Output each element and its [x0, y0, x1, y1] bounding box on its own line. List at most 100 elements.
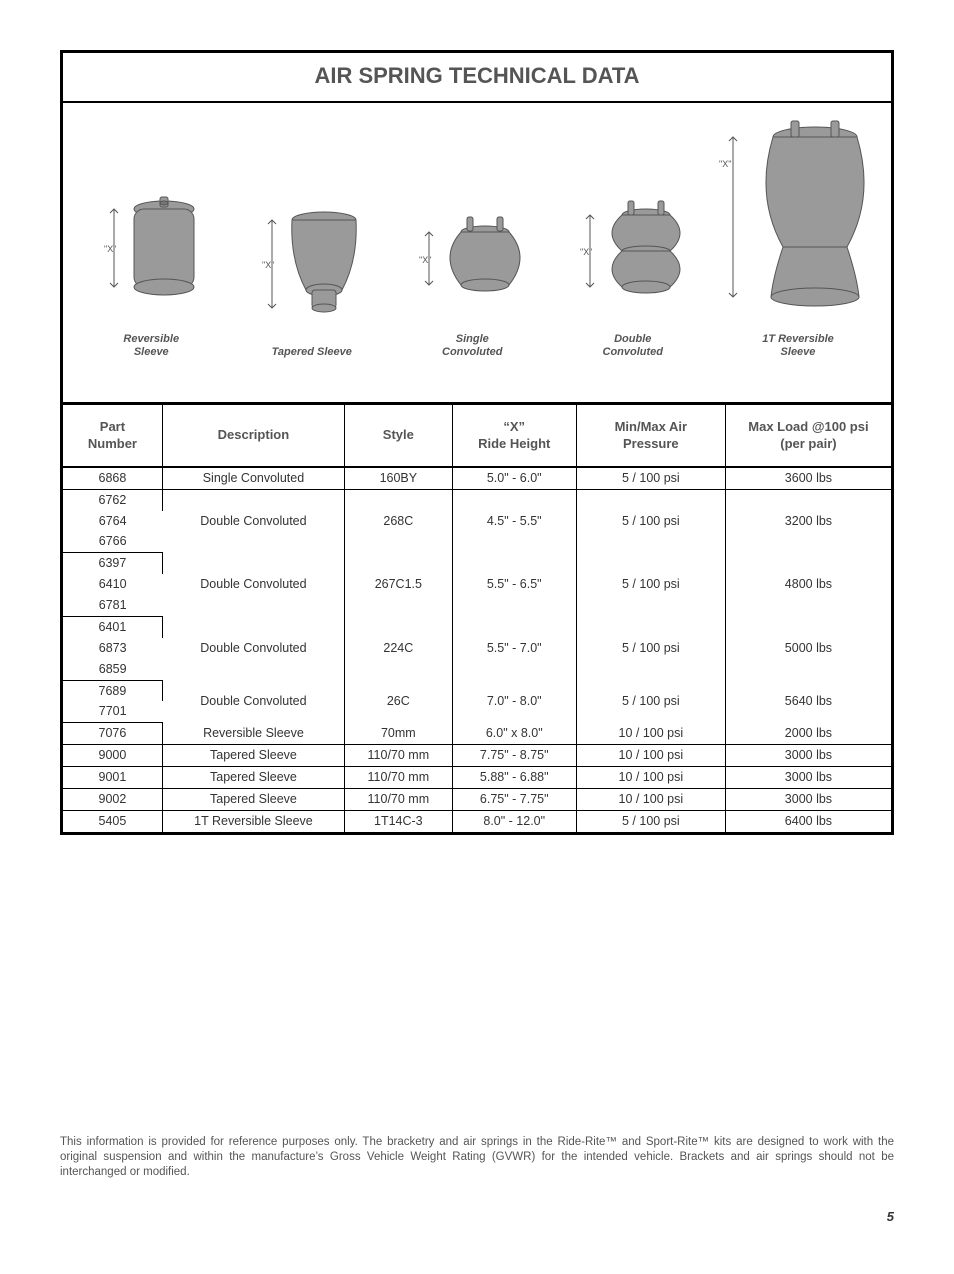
cell-ride: 5.5" - 7.0"	[452, 616, 576, 680]
cell-ride: 5.88" - 6.88"	[452, 767, 576, 789]
cell-pressure: 5 / 100 psi	[576, 680, 725, 723]
cell-part-number: 9000	[63, 745, 162, 767]
cell-style: 268C	[345, 489, 453, 553]
1t-reversible-sleeve-icon: "X"	[713, 117, 883, 327]
cell-load: 3200 lbs	[725, 489, 891, 553]
x-dimension-label: "X"	[719, 159, 731, 169]
cell-pressure: 10 / 100 psi	[576, 723, 725, 745]
cell-part-number: 6859	[63, 659, 162, 680]
table-row: 6868Single Convoluted160BY5.0" - 6.0"5 /…	[63, 467, 891, 489]
diagram-label: Tapered Sleeve	[272, 346, 352, 359]
cell-ride: 5.0" - 6.0"	[452, 467, 576, 489]
cell-pressure: 5 / 100 psi	[576, 553, 725, 617]
col-style: Style	[345, 404, 453, 467]
spec-table: PartNumber Description Style “X”Ride Hei…	[63, 402, 891, 831]
col-load: Max Load @100 psi(per pair)	[725, 404, 891, 467]
col-description: Description	[162, 404, 344, 467]
page-title: AIR SPRING TECHNICAL DATA	[63, 53, 891, 103]
single-convoluted-icon: "X"	[407, 177, 537, 327]
cell-style: 70mm	[345, 723, 453, 745]
diagram-label: ReversibleSleeve	[123, 333, 179, 358]
cell-part-number: 6410	[63, 574, 162, 595]
cell-part-number: 7701	[63, 701, 162, 722]
cell-style: 1T14C-3	[345, 810, 453, 831]
cell-ride: 7.0" - 8.0"	[452, 680, 576, 723]
cell-part-number: 6873	[63, 638, 162, 659]
diagram-tapered-sleeve: "X" Tapered Sleeve	[232, 190, 393, 359]
cell-style: 160BY	[345, 467, 453, 489]
x-dimension-label: "X"	[262, 260, 274, 270]
cell-part-number: 9001	[63, 767, 162, 789]
cell-style: 224C	[345, 616, 453, 680]
x-dimension-label: "X"	[104, 244, 116, 254]
cell-part-number: 6781	[63, 595, 162, 616]
cell-desc: Double Convoluted	[162, 616, 344, 680]
cell-desc: Tapered Sleeve	[162, 767, 344, 789]
x-dimension-label: "X"	[580, 247, 592, 257]
diagram-label: DoubleConvoluted	[603, 333, 664, 358]
table-row: 7689Double Convoluted26C7.0" - 8.0"5 / 1…	[63, 680, 891, 701]
cell-desc: Double Convoluted	[162, 553, 344, 617]
cell-load: 6400 lbs	[725, 810, 891, 831]
col-ride-height: “X”Ride Height	[452, 404, 576, 467]
page-number: 5	[60, 1209, 894, 1224]
table-row: 9000Tapered Sleeve110/70 mm7.75" - 8.75"…	[63, 745, 891, 767]
table-row: 54051T Reversible Sleeve1T14C-38.0" - 12…	[63, 810, 891, 831]
cell-load: 5640 lbs	[725, 680, 891, 723]
cell-desc: 1T Reversible Sleeve	[162, 810, 344, 831]
cell-ride: 6.0" x 8.0"	[452, 723, 576, 745]
cell-pressure: 10 / 100 psi	[576, 788, 725, 810]
cell-load: 2000 lbs	[725, 723, 891, 745]
cell-pressure: 5 / 100 psi	[576, 616, 725, 680]
cell-ride: 5.5" - 6.5"	[452, 553, 576, 617]
cell-pressure: 5 / 100 psi	[576, 467, 725, 489]
tapered-sleeve-icon: "X"	[252, 190, 372, 340]
cell-part-number: 7076	[63, 723, 162, 745]
table-row: 9002Tapered Sleeve110/70 mm6.75" - 7.75"…	[63, 788, 891, 810]
cell-style: 110/70 mm	[345, 767, 453, 789]
cell-ride: 8.0" - 12.0"	[452, 810, 576, 831]
cell-part-number: 6397	[63, 553, 162, 574]
cell-desc: Double Convoluted	[162, 489, 344, 553]
cell-part-number: 7689	[63, 680, 162, 701]
diagram-reversible-sleeve: "X" ReversibleSleeve	[71, 177, 232, 358]
cell-style: 110/70 mm	[345, 788, 453, 810]
cell-part-number: 5405	[63, 810, 162, 831]
table-header-row: PartNumber Description Style “X”Ride Hei…	[63, 404, 891, 467]
cell-pressure: 10 / 100 psi	[576, 767, 725, 789]
table-row: 6401Double Convoluted224C5.5" - 7.0"5 / …	[63, 616, 891, 637]
diagram-row: "X" ReversibleSleeve "X"	[63, 103, 891, 364]
diagram-double-convoluted: "X" DoubleConvoluted	[553, 177, 714, 358]
cell-desc: Reversible Sleeve	[162, 723, 344, 745]
cell-desc: Single Convoluted	[162, 467, 344, 489]
cell-load: 3000 lbs	[725, 767, 891, 789]
cell-ride: 4.5" - 5.5"	[452, 489, 576, 553]
cell-load: 3000 lbs	[725, 788, 891, 810]
cell-part-number: 6766	[63, 531, 162, 552]
double-convoluted-icon: "X"	[568, 177, 698, 327]
col-part-number: PartNumber	[63, 404, 162, 467]
table-row: 6397Double Convoluted267C1.55.5" - 6.5"5…	[63, 553, 891, 574]
cell-pressure: 10 / 100 psi	[576, 745, 725, 767]
document-frame: AIR SPRING TECHNICAL DATA "X" Rev	[60, 50, 894, 835]
cell-style: 26C	[345, 680, 453, 723]
diagram-label: SingleConvoluted	[442, 333, 503, 358]
cell-load: 5000 lbs	[725, 616, 891, 680]
cell-pressure: 5 / 100 psi	[576, 489, 725, 553]
reversible-sleeve-icon: "X"	[96, 177, 206, 327]
cell-part-number: 6762	[63, 489, 162, 510]
cell-load: 3000 lbs	[725, 745, 891, 767]
cell-style: 110/70 mm	[345, 745, 453, 767]
cell-pressure: 5 / 100 psi	[576, 810, 725, 831]
cell-desc: Tapered Sleeve	[162, 788, 344, 810]
cell-part-number: 6868	[63, 467, 162, 489]
table-row: 7076Reversible Sleeve70mm6.0" x 8.0"10 /…	[63, 723, 891, 745]
diagram-1t-reversible-sleeve: "X" 1T ReversibleSleeve	[713, 117, 883, 358]
footnote-text: This information is provided for referen…	[60, 1135, 894, 1180]
cell-style: 267C1.5	[345, 553, 453, 617]
cell-part-number: 6401	[63, 616, 162, 637]
x-dimension-label: "X"	[419, 255, 431, 265]
cell-part-number: 9002	[63, 788, 162, 810]
cell-ride: 7.75" - 8.75"	[452, 745, 576, 767]
cell-part-number: 6764	[63, 511, 162, 532]
